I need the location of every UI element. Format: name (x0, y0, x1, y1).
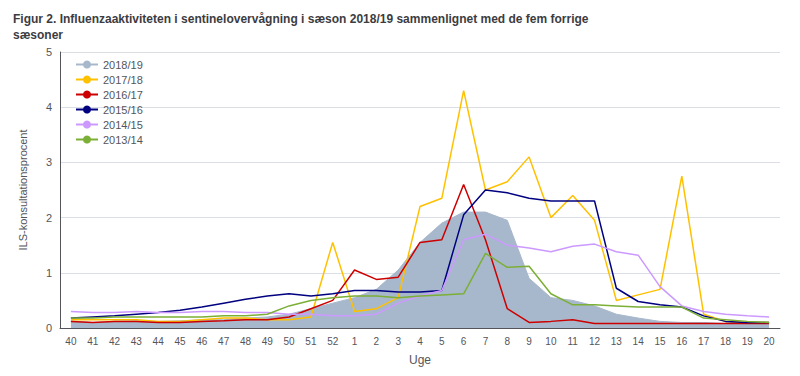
svg-text:2: 2 (374, 336, 380, 347)
svg-text:2015/16: 2015/16 (103, 104, 143, 116)
svg-text:13: 13 (611, 336, 623, 347)
svg-text:2: 2 (46, 212, 52, 224)
svg-text:41: 41 (87, 336, 99, 347)
svg-text:2013/14: 2013/14 (103, 134, 143, 146)
svg-text:10: 10 (545, 336, 557, 347)
svg-text:49: 49 (262, 336, 274, 347)
svg-text:15: 15 (654, 336, 666, 347)
svg-text:47: 47 (218, 336, 230, 347)
svg-text:16: 16 (676, 336, 688, 347)
svg-text:52: 52 (327, 336, 339, 347)
svg-text:2018/19: 2018/19 (103, 59, 143, 71)
svg-text:1: 1 (46, 267, 52, 279)
svg-text:8: 8 (504, 336, 510, 347)
svg-text:0: 0 (46, 322, 52, 334)
svg-text:20: 20 (764, 336, 776, 347)
svg-text:2014/15: 2014/15 (103, 119, 143, 131)
svg-text:45: 45 (174, 336, 186, 347)
svg-text:18: 18 (720, 336, 732, 347)
svg-text:48: 48 (240, 336, 252, 347)
svg-text:ILS-konsultationsprocent: ILS-konsultationsprocent (17, 129, 29, 250)
svg-text:14: 14 (633, 336, 645, 347)
svg-text:Uge: Uge (409, 353, 431, 367)
svg-text:2016/17: 2016/17 (103, 89, 143, 101)
svg-text:5: 5 (46, 46, 52, 58)
svg-text:19: 19 (742, 336, 754, 347)
svg-text:44: 44 (153, 336, 165, 347)
svg-text:3: 3 (395, 336, 401, 347)
svg-text:51: 51 (305, 336, 317, 347)
svg-text:1: 1 (352, 336, 358, 347)
svg-text:42: 42 (109, 336, 121, 347)
svg-text:3: 3 (46, 156, 52, 168)
svg-text:11: 11 (568, 336, 579, 347)
svg-text:9: 9 (526, 336, 532, 347)
svg-text:7: 7 (483, 336, 489, 347)
svg-text:4: 4 (46, 101, 52, 113)
svg-text:46: 46 (196, 336, 208, 347)
svg-text:40: 40 (65, 336, 77, 347)
svg-text:50: 50 (284, 336, 296, 347)
svg-text:sæsoner: sæsoner (13, 28, 63, 42)
svg-text:5: 5 (439, 336, 445, 347)
svg-text:2017/18: 2017/18 (103, 74, 143, 86)
svg-text:4: 4 (417, 336, 423, 347)
svg-text:43: 43 (131, 336, 143, 347)
svg-text:12: 12 (589, 336, 601, 347)
svg-text:6: 6 (461, 336, 467, 347)
svg-text:17: 17 (698, 336, 710, 347)
svg-text:Figur 2. Influenzaaktiviteten: Figur 2. Influenzaaktiviteten i sentinel… (13, 12, 589, 26)
